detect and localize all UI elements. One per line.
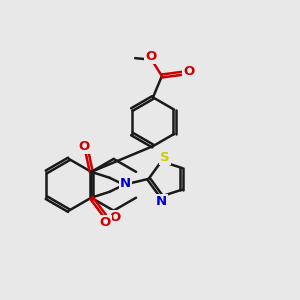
Text: O: O <box>100 216 111 229</box>
Text: O: O <box>110 211 121 224</box>
Text: O: O <box>183 65 194 78</box>
Text: N: N <box>120 177 131 190</box>
Text: O: O <box>145 50 157 63</box>
Text: N: N <box>156 195 167 208</box>
Text: S: S <box>160 151 170 164</box>
Text: O: O <box>78 140 89 153</box>
